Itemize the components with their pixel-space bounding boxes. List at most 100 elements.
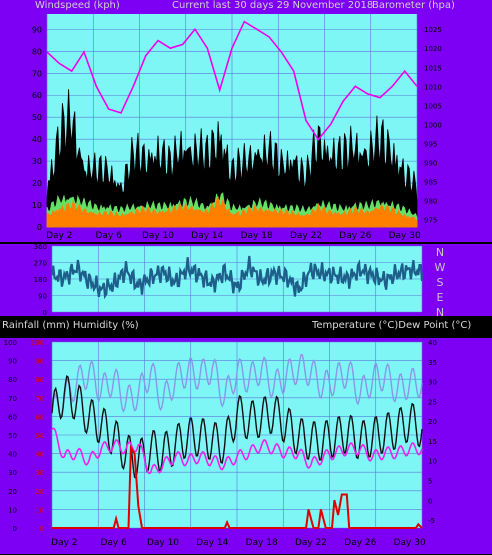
wind-x-tick-label: Day 10 [142,231,174,241]
barometer-tick-label: 1005 [424,102,442,110]
wind-y-tick-label: 50 [32,113,42,122]
direction-y-tick-label: 270 [34,260,47,268]
barometer-tick-label: 1020 [424,45,442,53]
wind-y-tick-label: 90 [32,25,42,34]
barometer-title: Barometer (hpa) [372,0,455,11]
rainfall-line [52,444,423,529]
barometer-tick-label: 975 [424,216,437,224]
wind-title: Windspeed (kph) [35,0,120,11]
barometer-tick-label: 990 [424,159,437,167]
humidity-tick-label: 90 [8,358,17,366]
wind-x-tick-label: Day 22 [290,231,322,241]
rainfall-tick-label: 30 [35,469,44,477]
barometer-line [46,20,418,141]
humidity-tick-label: 0 [13,525,17,533]
barometer-series [46,20,418,141]
rain-x-tick-label: Day 10 [147,538,179,548]
wind-y-tick-label: 60 [32,91,42,100]
temperature-tick-label: 35 [428,359,437,367]
rainfall-tick-label: 100 [31,339,44,347]
rain-axes: 0102030405060708090100010203040506070809… [4,339,437,548]
wind-y-tick-label: 40 [32,135,42,144]
humidity-tick-label: 10 [8,506,17,514]
temperature-tick-label: -5 [428,517,435,525]
barometer-tick-label: 1000 [424,121,442,129]
temperature-tick-label: 10 [428,458,437,466]
wind-y-tick-label: 80 [32,47,42,56]
rainfall-tick-label: 50 [35,432,44,440]
wind-x-tick-label: Day 2 [46,231,72,241]
humidity-tick-label: 100 [4,339,17,347]
wind-y-tick-label: 10 [32,201,42,210]
rainfall-tick-label: 60 [35,413,44,421]
wind-x-tick-label: Day 26 [339,231,371,241]
rainfall-tick-label: 10 [35,506,44,514]
temperature-tick-label: 15 [428,438,437,446]
wind-y-tick-label: 20 [32,179,42,188]
wind-series-gust [46,89,418,228]
humidity-tick-label: 80 [8,376,17,384]
direction-y-tick-label: 360 [34,243,47,251]
wind-series [46,89,418,228]
rain-x-tick-label: Day 30 [394,538,426,548]
compass-label: E [437,291,444,304]
barometer-tick-label: 980 [424,197,437,205]
temperature-tick-label: 5 [428,478,432,486]
rain-temp-series [51,353,423,529]
barometer-tick-label: 1015 [424,64,442,72]
temperature-tick-label: 30 [428,379,437,387]
compass-label: S [437,276,444,289]
humidity-tick-label: 30 [8,469,17,477]
rain-x-tick-label: Day 14 [196,538,228,548]
direction-y-tick-label: 180 [34,276,47,284]
wind-y-tick-label: 30 [32,157,42,166]
rain-x-tick-label: Day 26 [344,538,376,548]
temperature-line [51,375,423,480]
barometer-tick-label: 985 [424,178,437,186]
rainfall-tick-label: 80 [35,376,44,384]
wind-x-tick-label: Day 14 [191,231,223,241]
direction-y-tick-label: 90 [38,293,47,301]
temperature-tick-label: 40 [428,339,437,347]
rainfall-tick-label: 70 [35,395,44,403]
barometer-tick-label: 1010 [424,83,442,91]
rainfall-tick-label: 40 [35,451,44,459]
rainfall-tick-label: 0 [40,525,44,533]
wind-axes: 0102030405060708090975980985990995100010… [32,25,442,241]
humidity-tick-label: 20 [8,488,17,496]
rain-x-tick-label: Day 18 [246,538,278,548]
rain-x-tick-label: Day 2 [51,538,77,548]
humidity-tick-label: 50 [8,432,17,440]
temp-dew-title: Temperature (°C)Dew Point (°C) [312,320,472,331]
humidity-line [51,353,423,418]
humidity-tick-label: 40 [8,451,17,459]
direction-line [50,255,424,300]
rainfall-tick-label: 20 [35,488,44,496]
wind-y-tick-label: 70 [32,69,42,78]
barometer-tick-label: 1025 [424,26,442,34]
direction-series [50,255,424,300]
compass-label: N [436,306,444,319]
barometer-tick-label: 995 [424,140,437,148]
direction-y-tick-label: 0 [43,309,47,317]
rain-humidity-title: Rainfall (mm) Humidity (%) [2,320,139,331]
temperature-tick-label: 25 [428,398,437,406]
humidity-tick-label: 60 [8,413,17,421]
dew-point-line [51,427,423,475]
rain-x-tick-label: Day 22 [295,538,327,548]
wind-series-average [46,195,418,228]
wind-x-tick-label: Day 6 [95,231,122,241]
wind-x-tick-label: Day 30 [389,231,421,241]
wind-x-tick-label: Day 18 [241,231,273,241]
compass-label: W [435,261,446,274]
compass-label: N [436,246,444,259]
humidity-tick-label: 70 [8,395,17,403]
wind-y-tick-label: 0 [37,223,42,232]
temperature-tick-label: 0 [428,497,432,505]
rain-x-tick-label: Day 6 [100,538,127,548]
rainfall-tick-label: 90 [35,358,44,366]
chart-period-title: Current last 30 days 29 November 2018 [172,0,374,11]
temperature-tick-label: 20 [428,418,437,426]
